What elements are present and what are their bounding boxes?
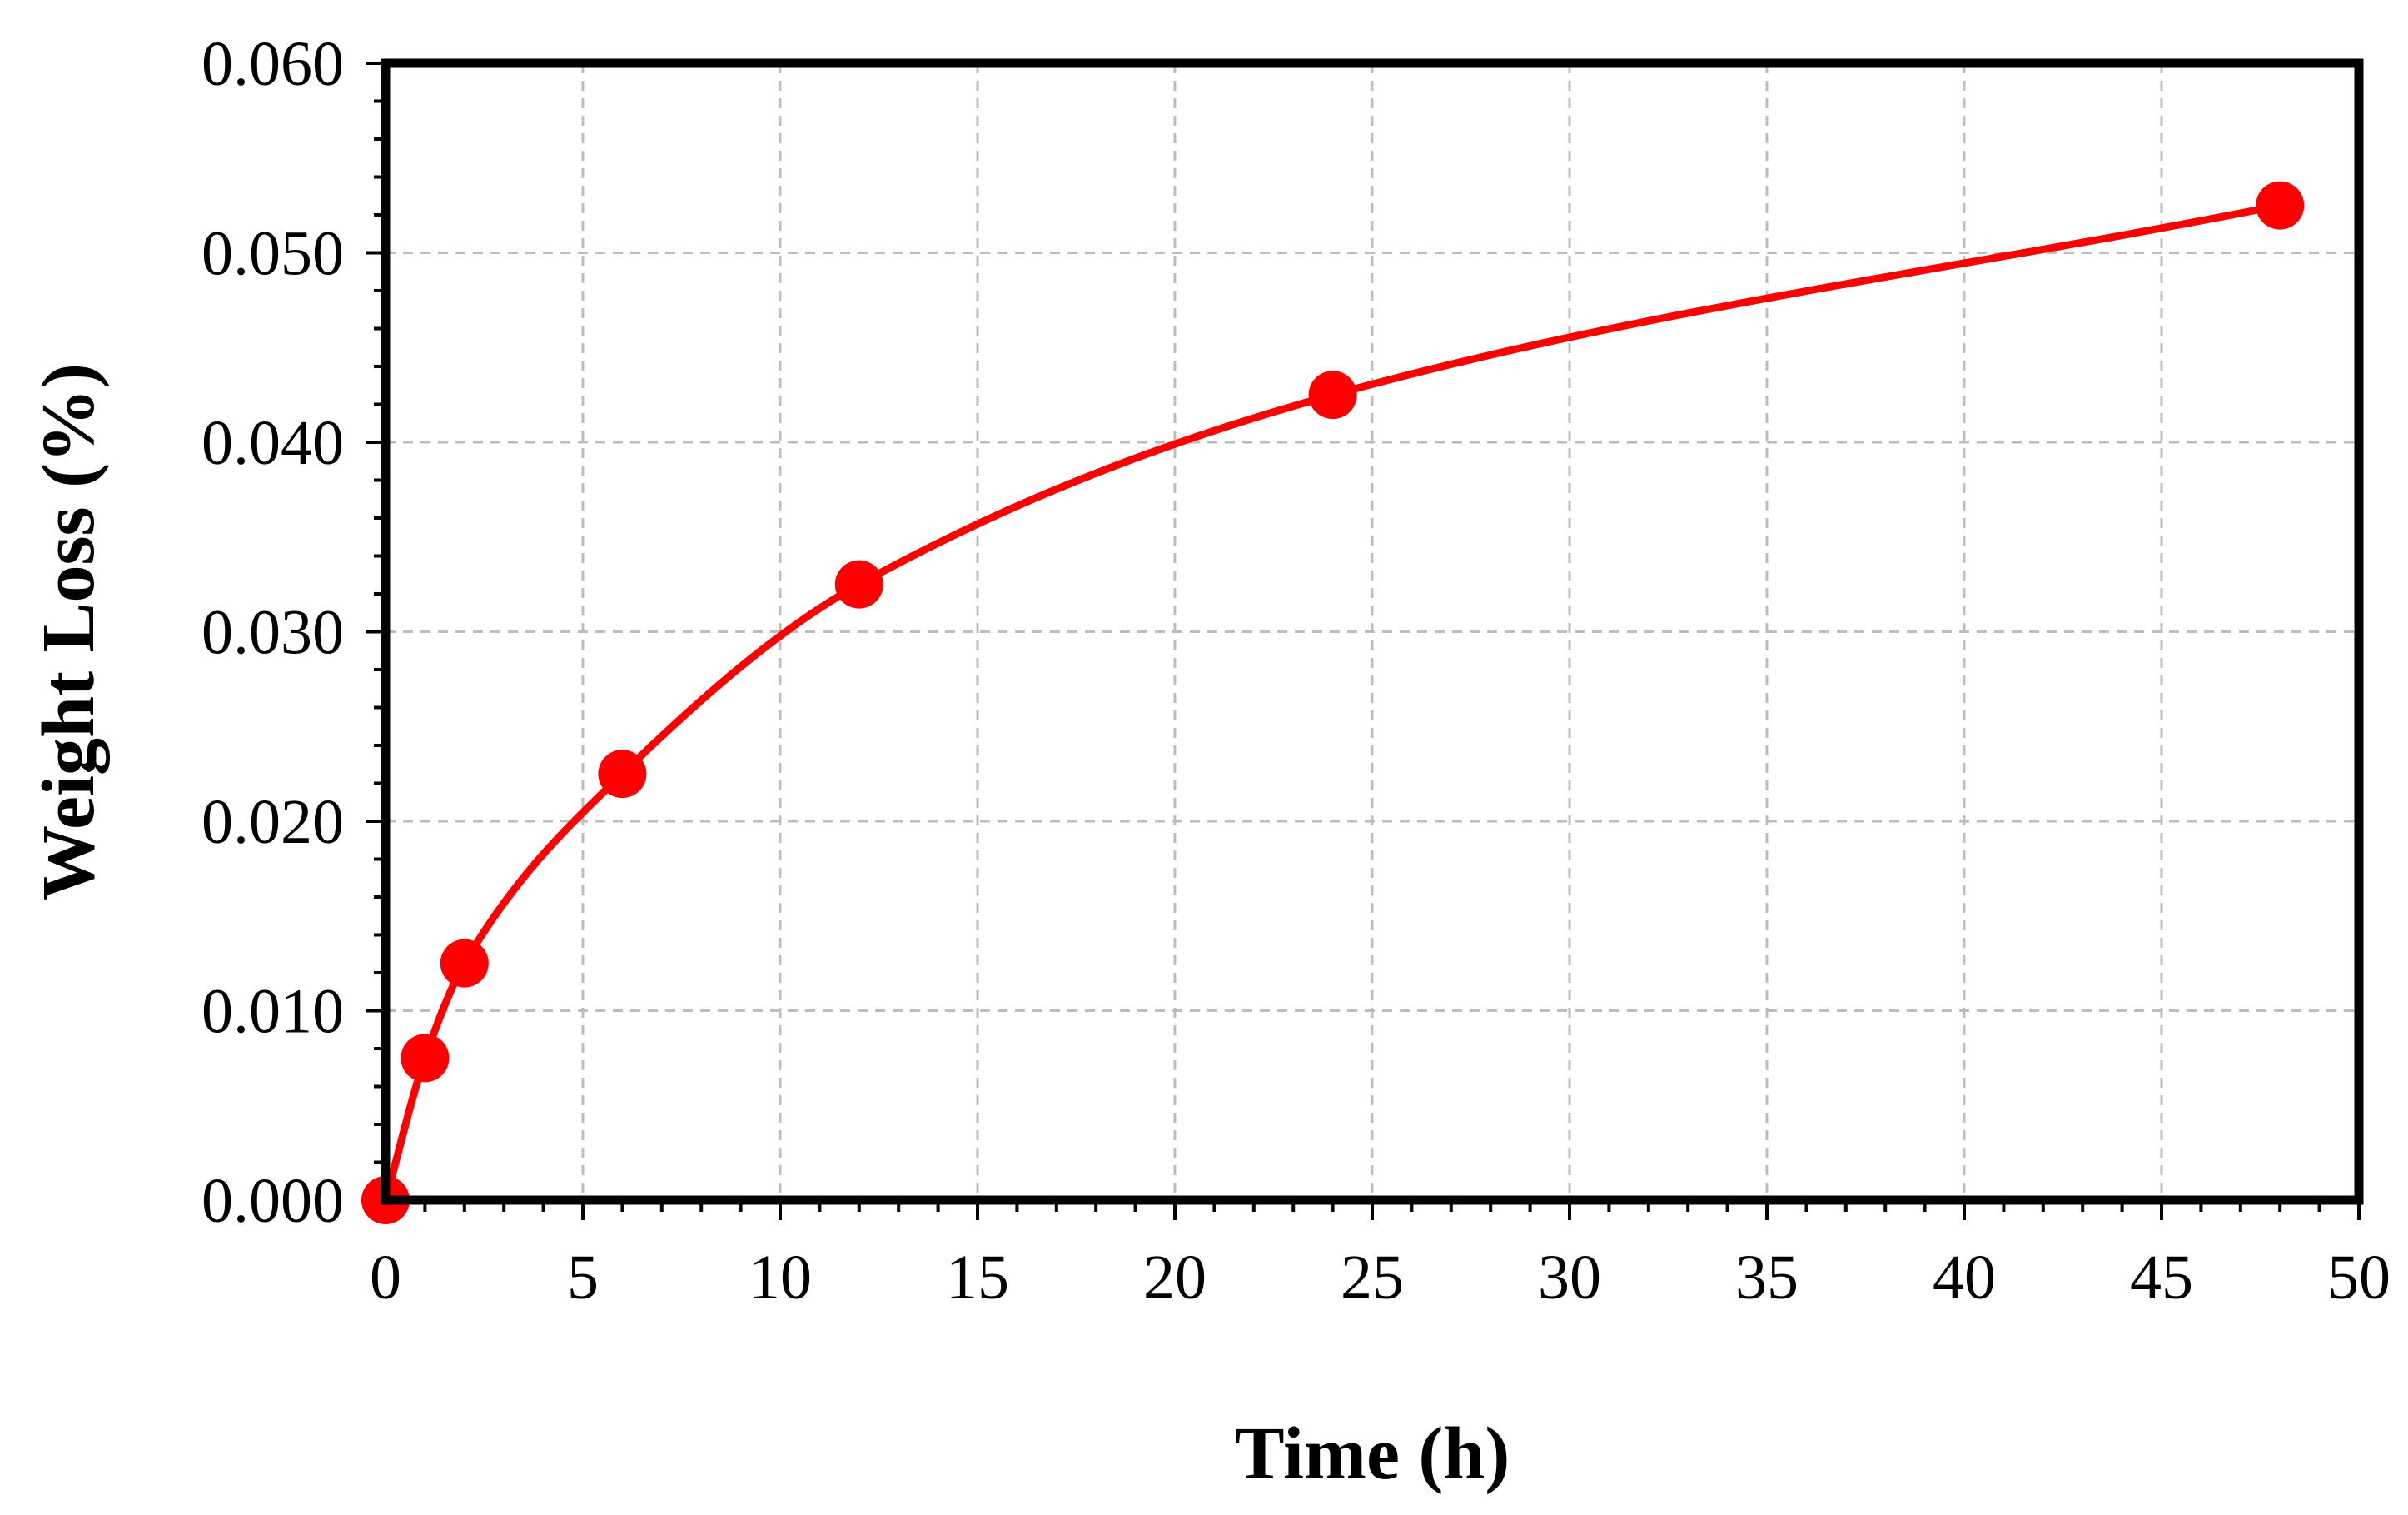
series-line (381, 202, 2284, 1204)
data-series (361, 181, 2305, 1224)
y-tick-label: 0.060 (201, 29, 344, 99)
x-axis-tick-labels: 0 5 10 15 20 25 30 35 40 45 50 (370, 1243, 2391, 1313)
x-axis-title: Time (h) (1235, 1413, 1510, 1495)
data-point (401, 1034, 450, 1083)
x-tick-label: 40 (1933, 1243, 1996, 1313)
x-tick-label: 35 (1735, 1243, 1799, 1313)
x-tick-label: 30 (1538, 1243, 1601, 1313)
minor-ticks (366, 62, 2361, 1220)
x-tick-label: 0 (370, 1243, 401, 1313)
data-point (1308, 371, 1357, 420)
y-axis-title: Weight Loss (%) (27, 363, 110, 900)
x-tick-label: 20 (1143, 1243, 1206, 1313)
x-tick-label: 10 (749, 1243, 812, 1313)
x-tick-label: 45 (2130, 1243, 2193, 1313)
y-tick-label: 0.000 (201, 1166, 344, 1236)
y-tick-label: 0.030 (201, 598, 344, 668)
data-point (834, 560, 883, 609)
x-tick-label: 25 (1341, 1243, 1404, 1313)
y-tick-label: 0.020 (201, 787, 344, 857)
x-tick-label: 5 (567, 1243, 599, 1313)
data-point (2256, 181, 2305, 230)
data-point (440, 939, 489, 988)
grid-lines (386, 63, 2359, 1200)
plot-area-frame (381, 58, 2364, 1205)
y-tick-label: 0.010 (201, 977, 344, 1047)
y-tick-label: 0.050 (201, 219, 344, 289)
x-tick-label: 50 (2327, 1243, 2391, 1313)
y-tick-label: 0.040 (201, 408, 344, 478)
y-axis-tick-labels: 0.000 0.010 0.020 0.030 0.040 0.050 0.060 (201, 29, 344, 1236)
data-point (598, 750, 647, 799)
x-tick-label: 15 (946, 1243, 1009, 1313)
